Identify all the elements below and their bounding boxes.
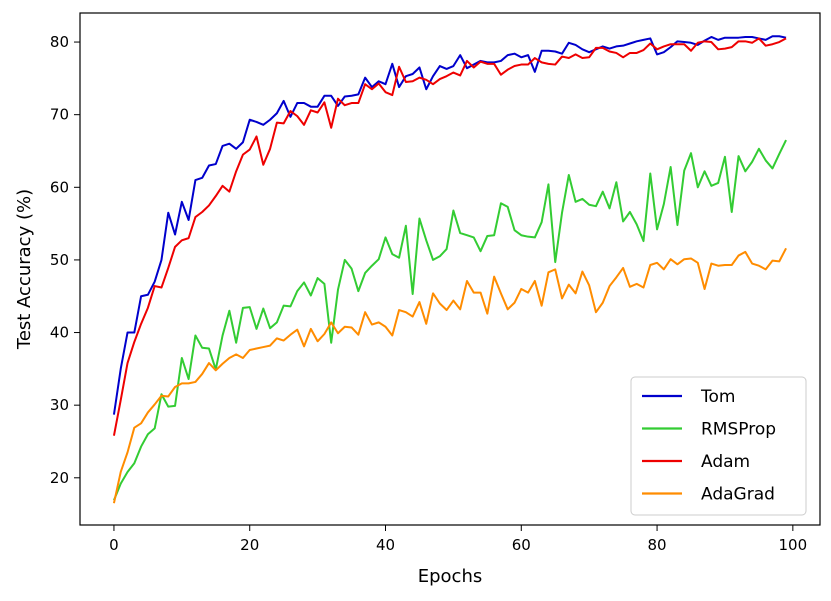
y-axis-label: Test Accuracy (%) [14, 189, 35, 350]
x-tick-label: 20 [240, 536, 259, 554]
legend-label-rmsprop: RMSProp [701, 420, 776, 440]
y-tick-label: 50 [50, 251, 69, 269]
y-tick-label: 80 [50, 33, 69, 51]
series-line-rmsprop [113, 139, 787, 501]
x-axis-ticks: 0 20 40 60 80 100 [109, 525, 807, 554]
x-tick-label: 40 [376, 536, 395, 554]
legend-label-tom: Tom [700, 387, 735, 407]
series-line-adam [112, 37, 787, 436]
legend-label-adam: Adam [701, 452, 750, 472]
y-tick-label: 60 [50, 178, 69, 196]
y-axis-ticks: 20 30 40 50 60 70 80 [50, 33, 80, 487]
x-tick-label: 60 [512, 536, 531, 554]
legend-box [630, 376, 807, 516]
y-tick-label: 40 [50, 324, 69, 342]
legend-label-adagrad: AdaGrad [701, 485, 775, 505]
y-tick-label: 70 [50, 106, 69, 124]
x-tick-label: 80 [648, 536, 667, 554]
series-line-adagrad [112, 247, 787, 504]
plot-frame [79, 12, 821, 526]
x-tick-label: 0 [109, 536, 119, 554]
x-axis-label: Epochs [418, 566, 483, 587]
y-tick-label: 30 [50, 396, 69, 414]
legend: Tom RMSProp Adam AdaGrad [630, 376, 807, 516]
y-tick-label: 20 [50, 469, 69, 487]
x-tick-label: 100 [779, 536, 808, 554]
series-layer [112, 35, 787, 504]
